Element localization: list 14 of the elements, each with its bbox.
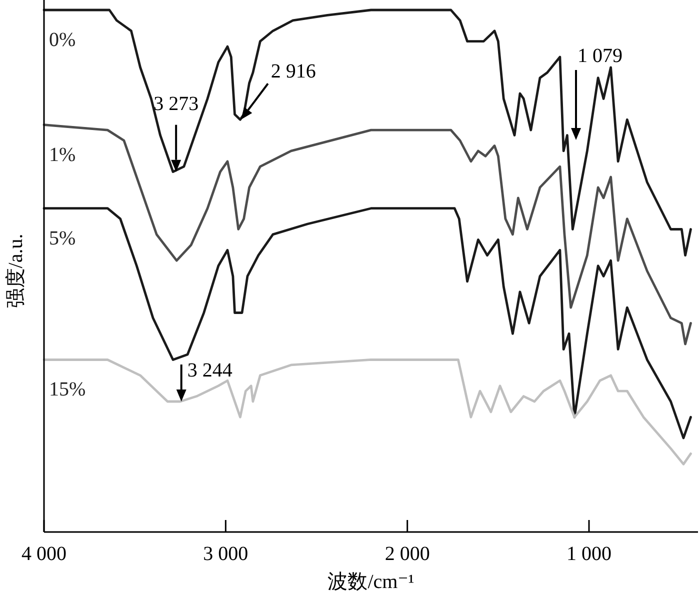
x-tick-label: 1 000 [566,543,612,565]
x-tick-label: 4 000 [22,543,66,565]
annotation: 2 916 [270,60,316,83]
annotation: 1 079 [578,45,622,67]
x-tick-label: 2 000 [384,543,430,565]
annotation: 3 273 [154,92,199,115]
series-label: 0% [49,29,76,51]
y-axis-title: 强度/a.u. [5,234,27,308]
x-axis-title: 波数/cm⁻¹ [328,571,414,593]
series-label: 1% [49,144,76,166]
annotation: 3 244 [187,360,232,382]
x-tick-label: 3 000 [203,543,248,565]
series-label: 15% [49,378,86,401]
series-label: 5% [49,227,76,250]
